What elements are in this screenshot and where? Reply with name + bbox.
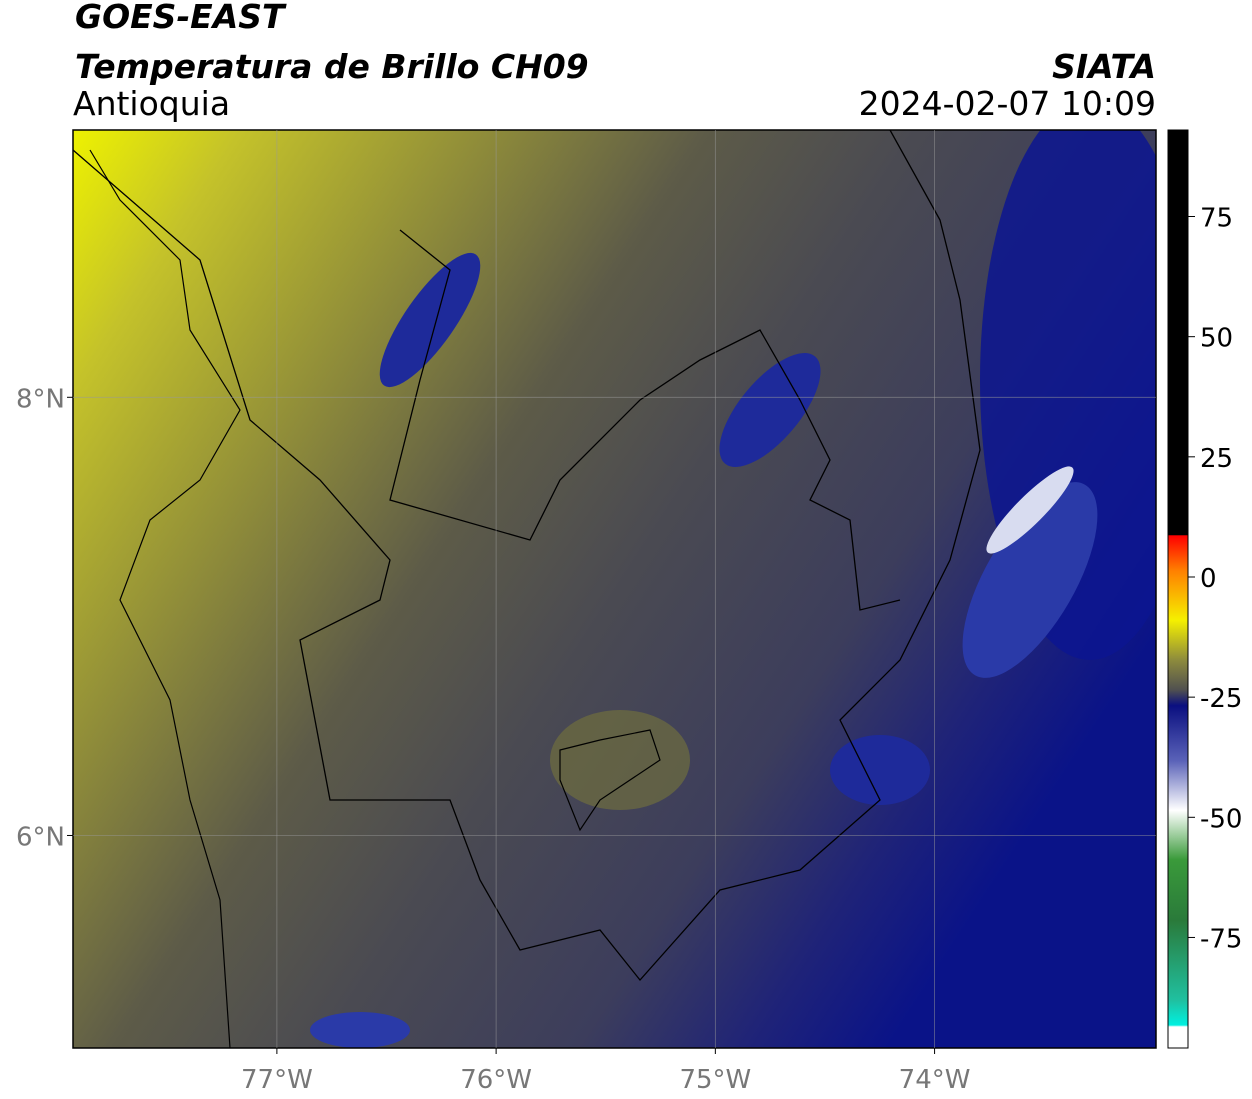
x-tick-label: 76°W bbox=[460, 1065, 532, 1095]
colorbar bbox=[1167, 129, 1189, 1049]
datetime: 2024-02-07 10:09 bbox=[859, 84, 1156, 123]
colorbar-tick-label: 0 bbox=[1200, 564, 1217, 594]
y-tick-label: 8°N bbox=[16, 384, 65, 414]
x-tick-label: 75°W bbox=[679, 1065, 751, 1095]
x-tick-label: 74°W bbox=[899, 1065, 971, 1095]
colorbar-tick-label: 50 bbox=[1200, 324, 1233, 354]
colorbar-tick-label: -25 bbox=[1200, 684, 1242, 714]
map-frame bbox=[72, 129, 1157, 1049]
region: Antioquia bbox=[73, 84, 230, 123]
colorbar-tick-label: 25 bbox=[1200, 444, 1233, 474]
colorbar-tick-label: -50 bbox=[1200, 804, 1242, 834]
agency: SIATA bbox=[1052, 47, 1156, 86]
y-tick-label: 6°N bbox=[16, 822, 65, 852]
colorbar-tick-label: -75 bbox=[1200, 924, 1242, 954]
source: GOES-EAST bbox=[75, 0, 287, 36]
x-tick-label: 77°W bbox=[241, 1065, 313, 1095]
map-image bbox=[73, 130, 1156, 1048]
product: Temperatura de Brillo CH09 bbox=[75, 47, 589, 86]
colorbar-tick-label: 75 bbox=[1200, 204, 1233, 234]
